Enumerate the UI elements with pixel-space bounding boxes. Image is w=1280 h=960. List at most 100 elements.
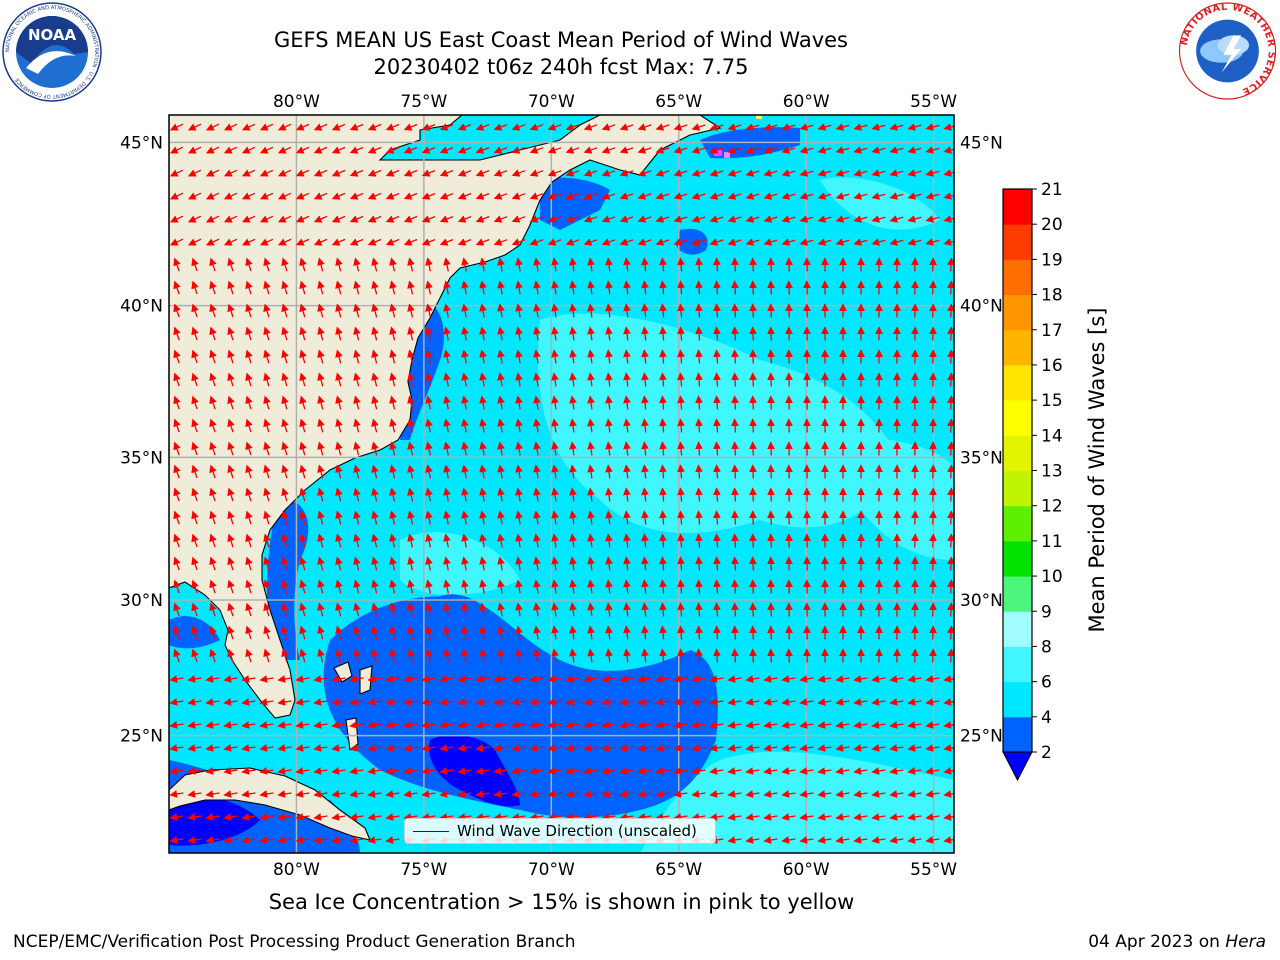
- lat-label-right: 45°N: [960, 133, 1003, 153]
- wave-arrow: [227, 280, 235, 295]
- wave-arrow: [835, 215, 850, 223]
- wave-arrow: [871, 123, 886, 131]
- wave-arrow: [731, 602, 739, 617]
- wave-arrow: [479, 648, 487, 663]
- wave-arrow: [727, 146, 742, 154]
- wave-arrow: [515, 579, 523, 594]
- wave-arrow: [871, 238, 886, 246]
- wave-arrow: [461, 418, 469, 433]
- wave-arrow: [421, 698, 436, 706]
- wave-arrow: [277, 698, 292, 706]
- wave-arrow: [389, 487, 397, 502]
- wave-arrow: [493, 215, 508, 223]
- wave-arrow: [407, 533, 415, 548]
- wave-arrow: [335, 648, 343, 663]
- wave-arrow: [925, 675, 940, 683]
- wave-arrow: [565, 123, 580, 131]
- wave-arrow: [389, 395, 397, 410]
- wave-arrow: [169, 698, 184, 706]
- wave-arrow: [227, 464, 235, 479]
- wave-arrow: [349, 698, 364, 706]
- wave-arrow: [173, 303, 181, 318]
- wave-arrow: [443, 648, 451, 663]
- wave-arrow: [587, 579, 595, 594]
- wave-arrow: [367, 238, 382, 246]
- wave-arrow: [367, 192, 382, 200]
- wave-arrow: [731, 280, 739, 295]
- map-area: [169, 115, 954, 853]
- wave-arrow: [407, 648, 415, 663]
- wave-arrow: [425, 648, 433, 663]
- wave-arrow: [443, 349, 451, 364]
- wave-arrow: [529, 192, 544, 200]
- wave-arrow: [713, 510, 721, 525]
- wave-arrow: [641, 464, 649, 479]
- wave-arrow: [749, 533, 757, 548]
- wave-arrow: [223, 146, 238, 154]
- wave-arrow: [713, 533, 721, 548]
- wave-arrow: [871, 169, 886, 177]
- wave-arrow: [317, 648, 325, 663]
- wave-arrow: [907, 146, 922, 154]
- wave-arrow: [623, 326, 631, 341]
- wave-arrow: [511, 698, 526, 706]
- wave-arrow: [677, 510, 685, 525]
- wave-arrow: [547, 192, 562, 200]
- wave-arrow: [569, 625, 577, 640]
- wave-arrow: [443, 326, 451, 341]
- wave-arrow: [443, 441, 451, 456]
- wave-arrow: [299, 625, 307, 640]
- wave-arrow: [749, 303, 757, 318]
- wave-arrow: [461, 372, 469, 387]
- wave-arrow: [551, 349, 559, 364]
- wave-arrow: [227, 303, 235, 318]
- wave-arrow: [619, 215, 634, 223]
- colorbar-segment: [1003, 259, 1032, 296]
- wave-arrow: [191, 556, 199, 571]
- wave-arrow: [907, 192, 922, 200]
- wave-arrow: [853, 215, 868, 223]
- wave-arrow: [947, 487, 954, 502]
- wave-arrow: [641, 556, 649, 571]
- wave-arrow: [263, 533, 271, 548]
- wave-arrow: [947, 602, 954, 617]
- wave-arrow: [335, 395, 343, 410]
- wave-arrow: [209, 395, 217, 410]
- lon-label-bottom: 80°W: [273, 860, 320, 880]
- colorbar-tick-label: 8: [1041, 637, 1052, 657]
- wave-arrow: [605, 556, 613, 571]
- wave-arrow: [313, 169, 328, 177]
- wave-arrow: [889, 146, 904, 154]
- wave-arrow: [731, 510, 739, 525]
- wave-arrow: [853, 238, 868, 246]
- wave-arrow: [713, 487, 721, 502]
- wave-arrow: [605, 464, 613, 479]
- wave-arrow: [641, 510, 649, 525]
- wave-arrow: [493, 123, 508, 131]
- wave-arrow: [227, 510, 235, 525]
- wave-arrow: [317, 625, 325, 640]
- wave-arrow: [943, 169, 954, 177]
- wave-arrow: [385, 215, 400, 223]
- wave-arrow: [245, 349, 253, 364]
- wave-arrow: [425, 464, 433, 479]
- wave-arrow: [353, 487, 361, 502]
- wave-arrow: [515, 349, 523, 364]
- colorbar-segment: [1003, 224, 1032, 260]
- wave-arrow: [601, 215, 616, 223]
- wave-arrow: [673, 238, 688, 246]
- wave-arrow: [335, 303, 343, 318]
- wave-arrow: [281, 418, 289, 433]
- wave-arrow: [299, 303, 307, 318]
- wave-arrow: [191, 464, 199, 479]
- wave-arrow: [317, 510, 325, 525]
- wave-arrow: [749, 487, 757, 502]
- wave-arrow: [749, 602, 757, 617]
- wave-arrow: [659, 487, 667, 502]
- wave-arrow: [443, 510, 451, 525]
- wave-arrow: [241, 238, 256, 246]
- colorbar-tick-label: 18: [1041, 286, 1063, 306]
- lon-label-top: 75°W: [400, 92, 447, 112]
- wave-arrow: [407, 556, 415, 571]
- wave-arrow: [281, 556, 289, 571]
